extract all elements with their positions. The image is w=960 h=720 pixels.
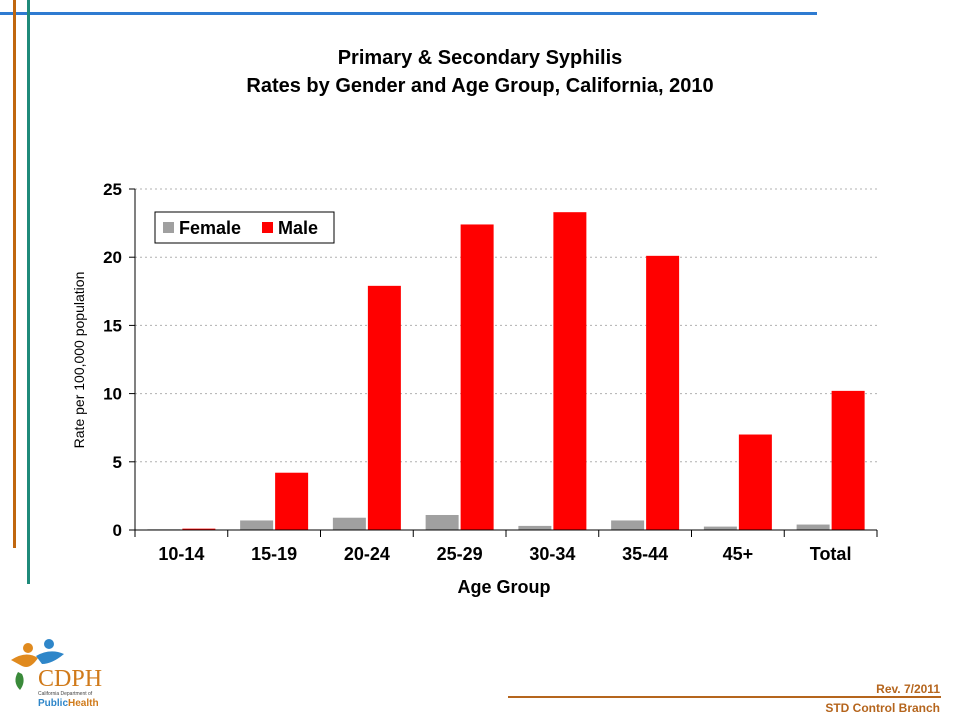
bar-male-35-44 <box>646 255 680 530</box>
y-axis-label: Rate per 100,000 population <box>71 272 87 449</box>
y-tick-label-4: 20 <box>103 248 122 267</box>
logo-leaf <box>15 672 24 690</box>
logo-abbr: CDPH <box>38 666 102 692</box>
chart-title-line1: Primary & Secondary Syphilis <box>337 47 623 69</box>
bar-male-15-19 <box>275 472 309 530</box>
top-accent-line <box>0 12 817 15</box>
x-tick-label-5: 35-44 <box>622 544 668 564</box>
bar-female-20-24 <box>332 517 366 530</box>
logo-figure-blue-body <box>36 651 64 664</box>
x-tick-label-4: 30-34 <box>529 544 575 564</box>
bar-female-15-19 <box>240 520 274 530</box>
footer-revision: Rev. 7/2011 <box>876 682 940 696</box>
bar-male-45+ <box>738 434 772 530</box>
bar-chart: 0 5 10 15 20 25 10-14 15-19 20-24 25-29 30-34 35-44… <box>71 180 878 597</box>
footer-divider <box>508 696 941 698</box>
logo-name-public: Public <box>38 698 68 709</box>
bar-female-35-44 <box>611 520 645 530</box>
left-accent-line-orange <box>13 0 16 548</box>
bar-male-10-14 <box>182 528 216 530</box>
legend-swatch-female <box>163 222 174 233</box>
logo-subtitle: California Department of <box>38 691 93 697</box>
bar-female-25-29 <box>425 514 459 530</box>
x-tick-label-2: 20-24 <box>344 544 390 564</box>
legend-swatch-male <box>262 222 273 233</box>
y-tick-label-1: 5 <box>113 453 122 472</box>
x-tick-label-7: Total <box>810 544 852 564</box>
logo-figure-orange-head <box>23 643 33 653</box>
y-tick-label-5: 25 <box>103 180 122 199</box>
legend-label-female: Female <box>179 218 241 238</box>
x-tick-label-1: 15-19 <box>251 544 297 564</box>
chart-title-line2: Rates by Gender and Age Group, Californi… <box>246 75 714 97</box>
y-tick-label-0: 0 <box>113 521 122 540</box>
legend-box <box>154 211 335 244</box>
bar-female-45+ <box>703 526 737 530</box>
logo-figure-orange-body <box>11 654 38 667</box>
x-tick-label-6: 45+ <box>723 544 754 564</box>
logo-figure-blue-head <box>44 639 54 649</box>
footer-branch: STD Control Branch <box>825 701 940 715</box>
legend-label-male: Male <box>278 218 318 238</box>
logo-name: PublicHealth <box>38 698 99 709</box>
x-tick-label-0: 10-14 <box>158 544 204 564</box>
y-tick-label-2: 10 <box>103 385 122 404</box>
x-tick-label-3: 25-29 <box>437 544 483 564</box>
cdph-logo: CDPH California Department of PublicHeal… <box>11 639 102 709</box>
bar-male-20-24 <box>367 285 401 530</box>
y-tick-label-3: 15 <box>103 316 122 335</box>
logo-name-health: Health <box>68 698 99 709</box>
bar-female-Total <box>796 524 830 530</box>
x-axis-label: Age Group <box>458 577 551 597</box>
bar-male-25-29 <box>460 224 494 531</box>
bar-female-30-34 <box>518 525 552 530</box>
left-accent-line-teal <box>27 0 30 584</box>
bar-male-Total <box>831 390 865 530</box>
bar-male-30-34 <box>553 212 587 531</box>
